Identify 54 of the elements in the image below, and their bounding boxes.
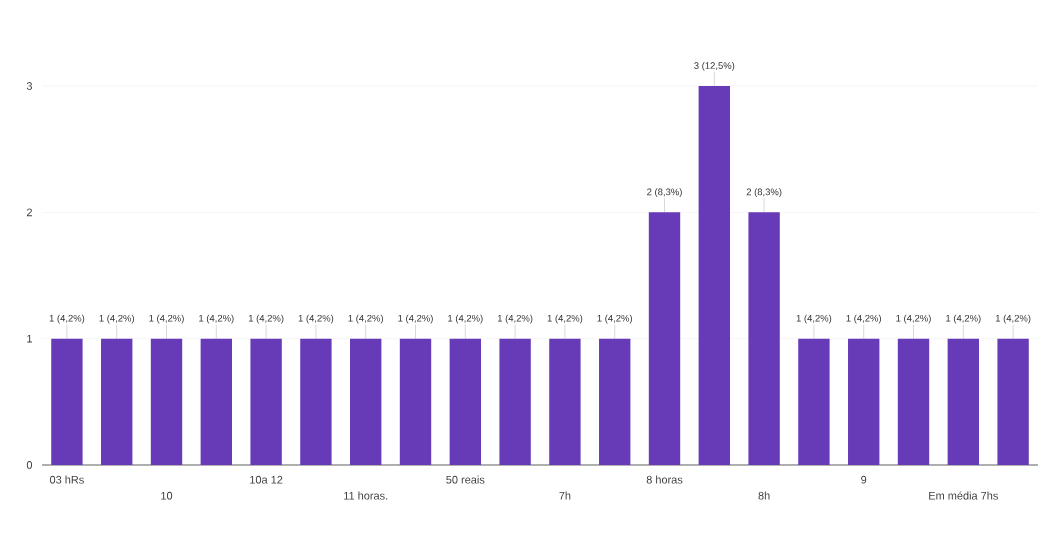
x-tick-label: 10a 12 bbox=[250, 475, 283, 484]
y-tick-label: 3 bbox=[26, 82, 32, 90]
bar bbox=[648, 212, 681, 465]
bar bbox=[300, 338, 332, 465]
data-label: 1 (4,2%) bbox=[298, 314, 334, 324]
y-tick-label: 0 bbox=[26, 461, 33, 469]
bar bbox=[449, 338, 481, 465]
bar bbox=[798, 338, 830, 465]
data-label: 1 (4,2%) bbox=[49, 314, 85, 324]
x-tick-label: 03 hRs bbox=[49, 475, 84, 484]
x-tick-label: 11 horas. bbox=[344, 491, 388, 500]
bar bbox=[200, 338, 232, 465]
data-label: 1 (4,2%) bbox=[348, 314, 383, 324]
data-label: 1 (4,2%) bbox=[946, 314, 981, 324]
data-label: 2 (8,3%) bbox=[647, 188, 682, 198]
bar bbox=[947, 338, 979, 465]
data-label: 1 (4,2%) bbox=[846, 314, 881, 324]
data-label: 1 (4,2%) bbox=[99, 314, 134, 324]
bar bbox=[997, 338, 1029, 465]
bar bbox=[150, 338, 183, 465]
bar bbox=[101, 338, 133, 465]
y-tick-label: 2 bbox=[26, 208, 32, 217]
x-tick-label: Em média 7hs bbox=[929, 491, 998, 500]
y-tick-label: 1 bbox=[27, 334, 32, 343]
data-label: 1 (4,2%) bbox=[995, 314, 1031, 324]
bar bbox=[51, 338, 83, 465]
bar bbox=[499, 338, 531, 465]
bar bbox=[897, 338, 930, 465]
bar bbox=[250, 338, 282, 465]
bar bbox=[698, 85, 730, 465]
data-label: 1 (4,2%) bbox=[547, 314, 583, 324]
x-tick-label: 10 bbox=[161, 491, 173, 500]
bar bbox=[399, 338, 432, 465]
data-label: 2 (8,3%) bbox=[746, 188, 782, 198]
bar bbox=[748, 212, 780, 465]
x-tick-label: 9 bbox=[861, 475, 867, 484]
x-tick-label: 7h bbox=[559, 491, 571, 500]
data-label: 1 (4,2%) bbox=[896, 314, 931, 324]
data-label: 3 (12,5%) bbox=[694, 61, 735, 71]
data-label: 1 (4,2%) bbox=[199, 314, 234, 324]
data-label: 1 (4,2%) bbox=[597, 314, 632, 324]
bar bbox=[350, 338, 382, 465]
data-label: 1 (4,2%) bbox=[497, 314, 533, 324]
data-label: 1 (4,2%) bbox=[448, 314, 483, 324]
x-tick-label: 8h bbox=[758, 491, 770, 500]
x-tick-label: 50 reais bbox=[446, 475, 485, 484]
data-label: 1 (4,2%) bbox=[796, 314, 832, 324]
data-label: 1 (4,2%) bbox=[149, 314, 184, 324]
x-tick-label: 8 horas bbox=[646, 475, 683, 484]
bar bbox=[549, 338, 581, 465]
bar bbox=[848, 338, 880, 465]
bar bbox=[599, 338, 631, 465]
data-label: 1 (4,2%) bbox=[398, 314, 433, 324]
data-label: 1 (4,2%) bbox=[248, 314, 284, 324]
